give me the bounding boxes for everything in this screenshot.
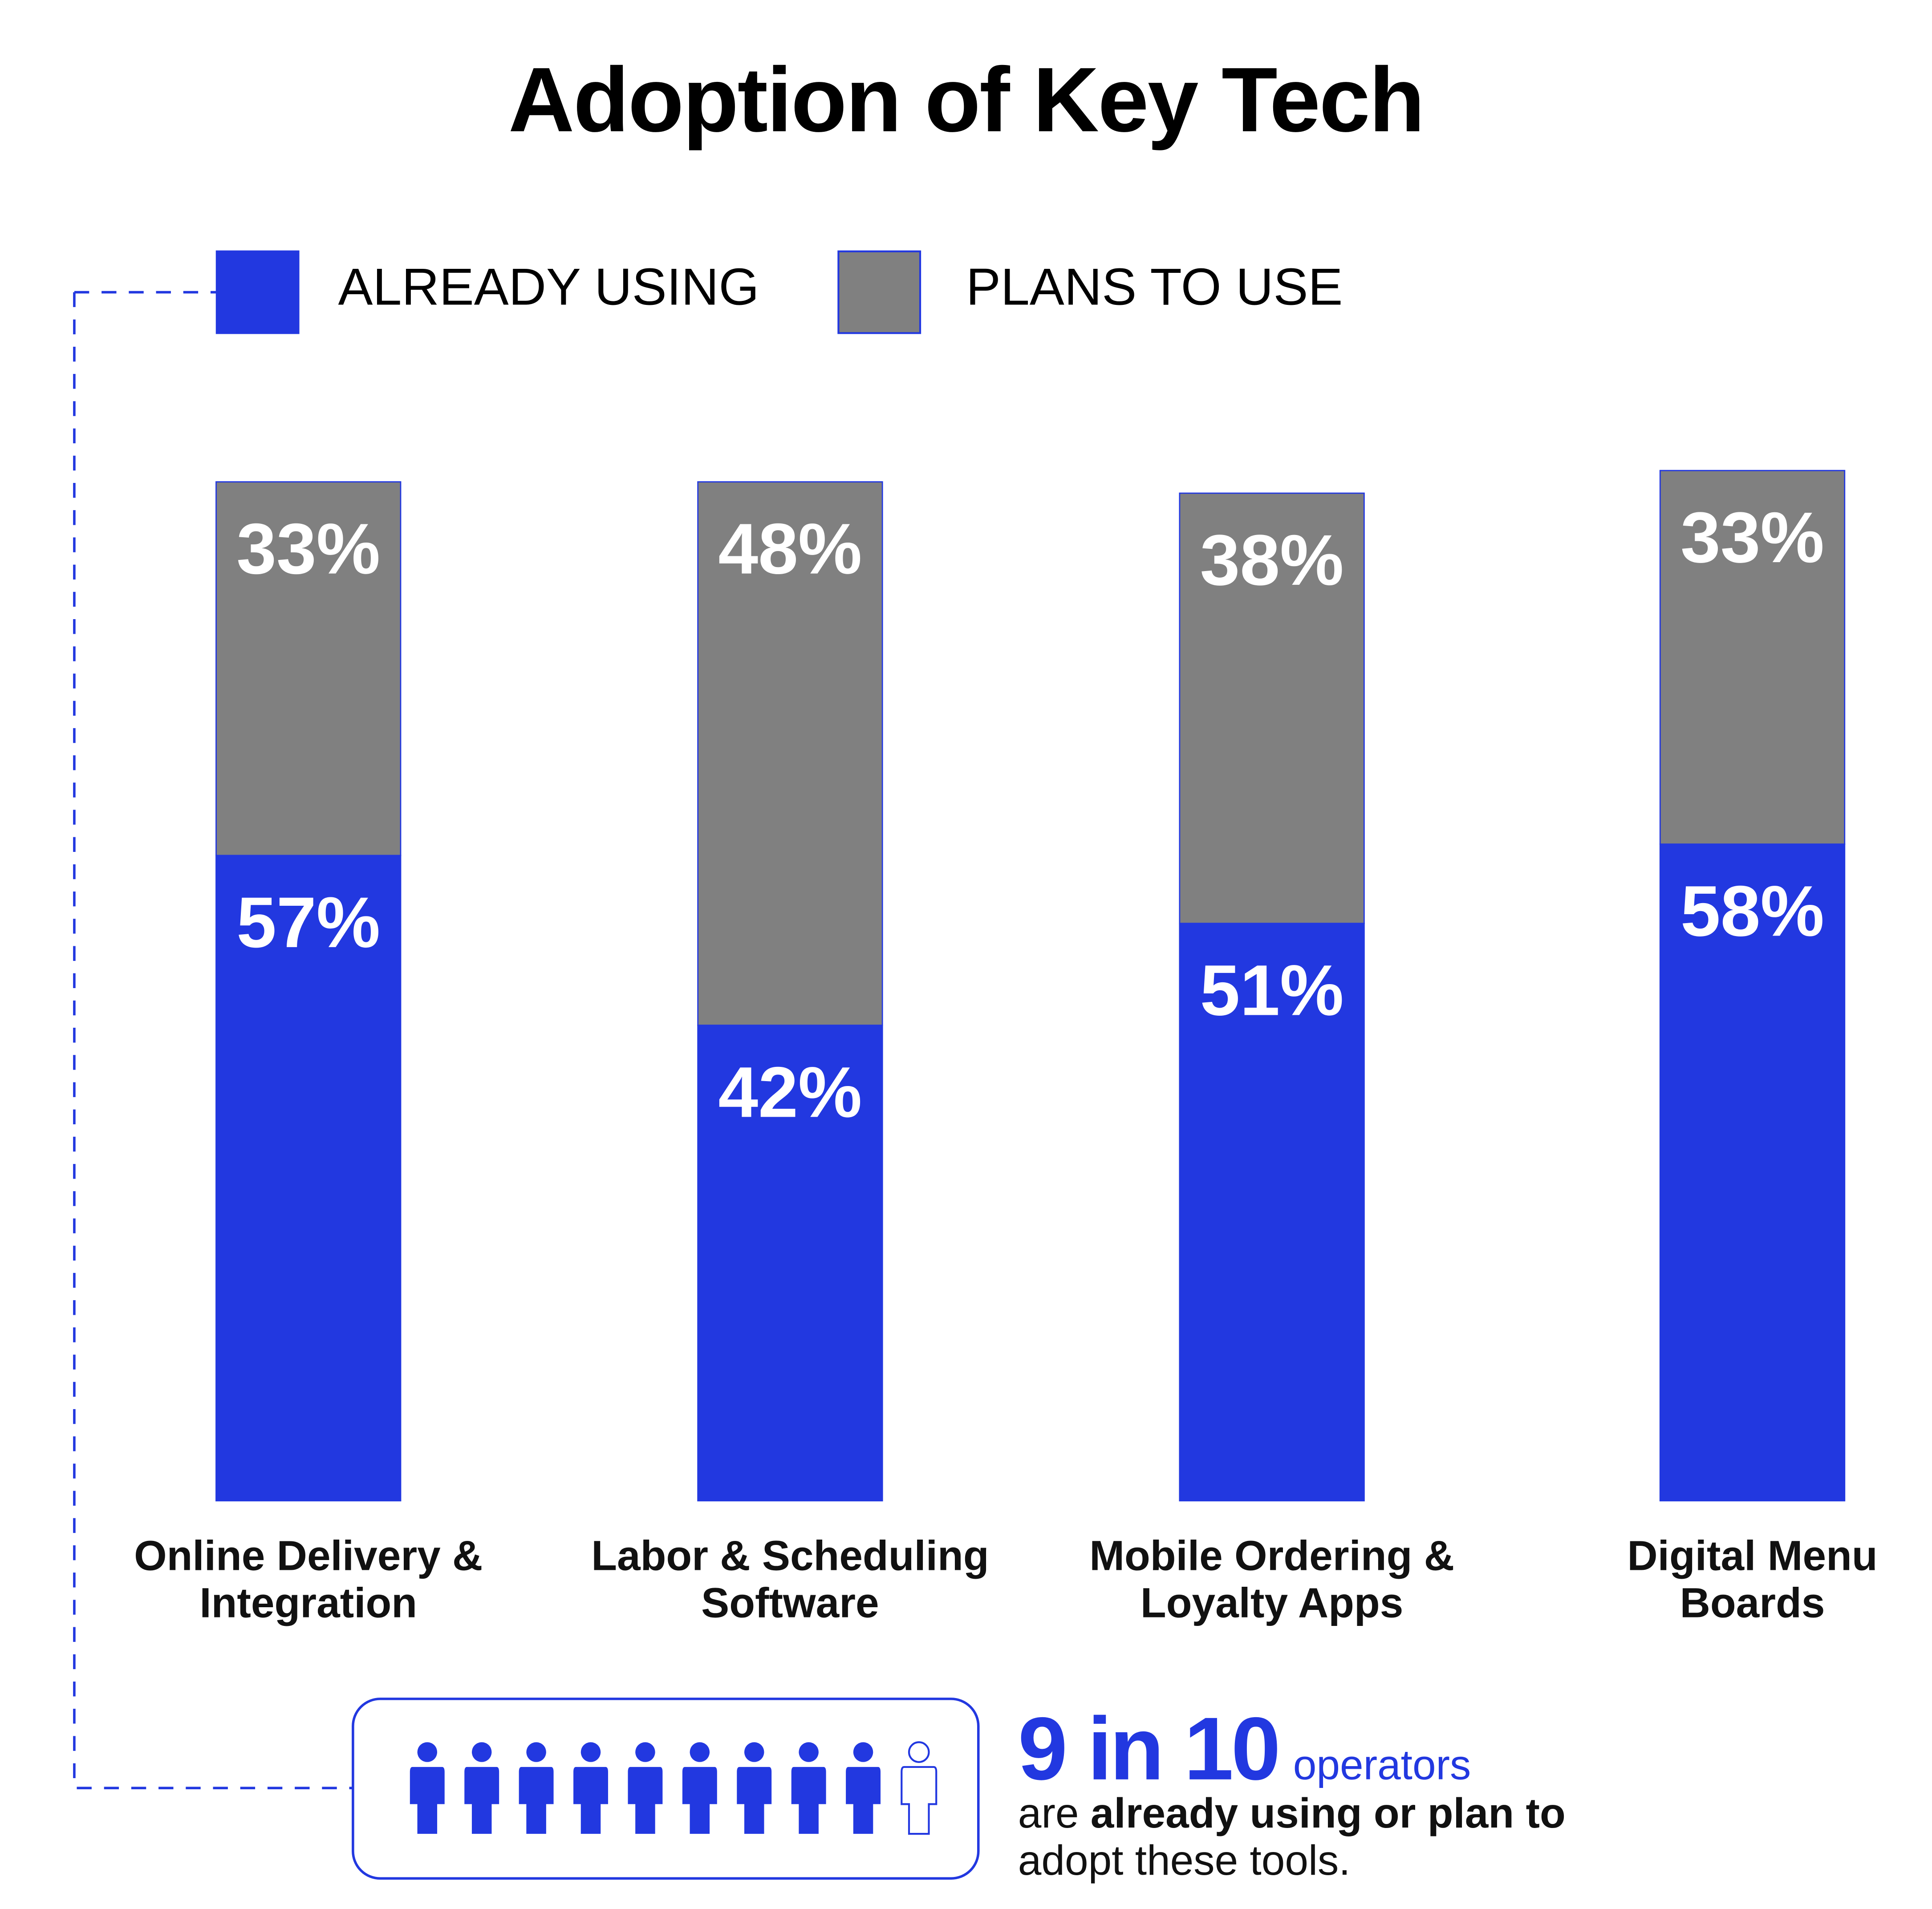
bar-segment xyxy=(1179,923,1365,1502)
callout-emphasis: already using or plan to xyxy=(1090,1790,1566,1838)
value-label: 42% xyxy=(718,1052,862,1132)
value-label: 48% xyxy=(718,509,862,589)
x-tick-label: Online Delivery & Integration xyxy=(134,1533,483,1627)
callout-text: are xyxy=(1018,1790,1079,1838)
x-tick-label: Labor & Scheduling Software xyxy=(591,1533,989,1627)
bar-segment xyxy=(215,481,402,856)
value-label: 33% xyxy=(1680,498,1824,578)
bar-segment xyxy=(1659,843,1846,1502)
value-label: 33% xyxy=(236,509,380,589)
bar-segment xyxy=(1659,470,1846,845)
bar-segment xyxy=(215,855,402,1502)
bar-segment xyxy=(697,1025,883,1502)
legend-label: PLANS TO USE xyxy=(966,257,1343,316)
legend-label: ALREADY USING xyxy=(338,257,759,316)
callout-box xyxy=(352,1698,980,1880)
legend-swatch xyxy=(837,250,921,334)
bar-segment xyxy=(1179,492,1365,924)
value-label: 51% xyxy=(1200,950,1344,1030)
people-icons xyxy=(410,1742,936,1834)
value-label: 57% xyxy=(236,883,380,963)
callout: 9 in 10 operators are already using or pl… xyxy=(1018,1699,1588,1885)
chart-title: Adoption of Key Tech xyxy=(508,48,1425,151)
x-tick-label: Digital Menu Boards xyxy=(1627,1533,1878,1627)
value-label: 38% xyxy=(1200,520,1344,600)
callout-unit: operators xyxy=(1293,1742,1471,1789)
callout-headline: 9 in 10 xyxy=(1018,1700,1281,1800)
callout-text: adopt these tools. xyxy=(1018,1837,1351,1885)
legend-swatch xyxy=(215,250,300,334)
value-label: 58% xyxy=(1680,871,1824,951)
x-tick-label: Mobile Ordering & Loyalty Apps xyxy=(1089,1533,1455,1627)
connector xyxy=(73,291,353,1789)
bar-segment xyxy=(697,481,883,1026)
